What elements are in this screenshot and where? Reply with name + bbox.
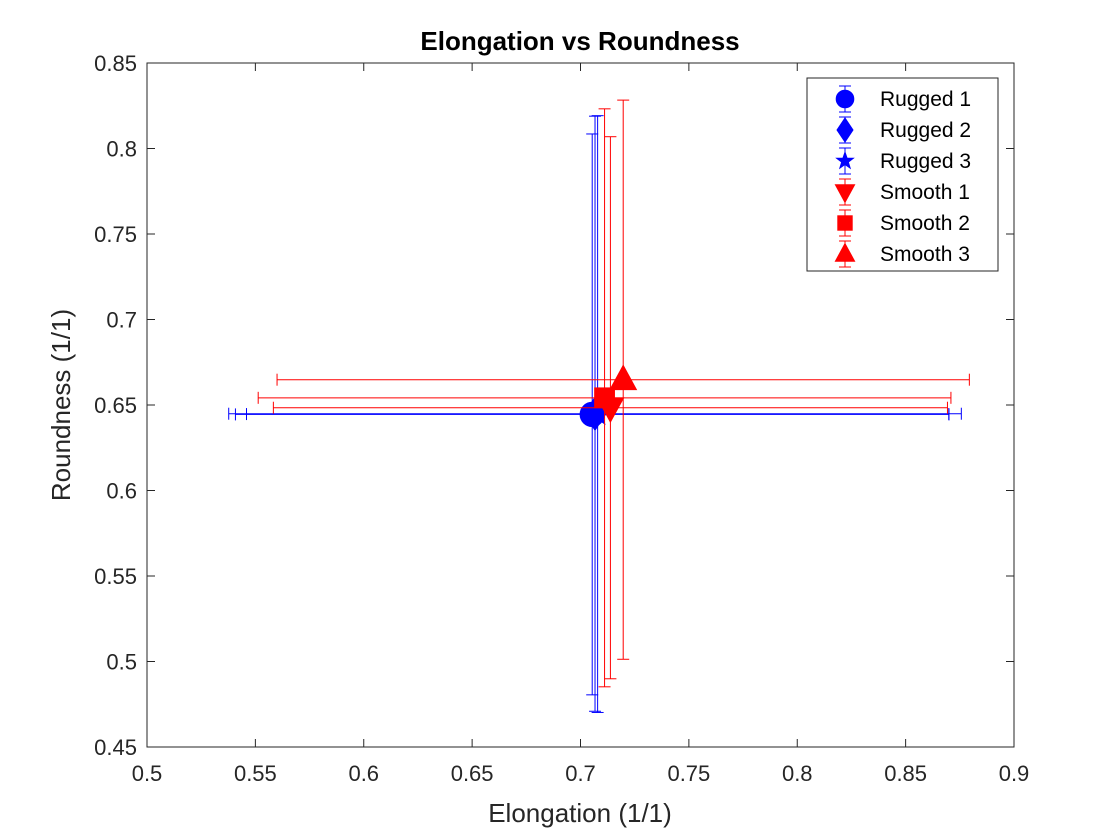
y-tick-label: 0.5 [106,650,137,675]
legend-label: Rugged 3 [880,150,971,173]
data-point-marker [594,387,615,409]
x-tick-label: 0.9 [999,761,1030,786]
series-smooth-2 [257,108,952,688]
x-tick-label: 0.7 [565,761,596,786]
series-layer [228,99,970,713]
legend-marker [834,242,856,262]
y-axis-label: Roundness (1/1) [46,309,76,501]
legend-label: Smooth 3 [880,243,970,266]
legend-marker [834,184,856,204]
x-tick-label: 0.85 [884,761,927,786]
data-point-marker [609,364,638,391]
y-tick-label: 0.45 [94,735,137,760]
legend-label: Rugged 2 [880,119,971,142]
x-tick-label: 0.75 [667,761,710,786]
x-tick-label: 0.8 [782,761,813,786]
legend-label: Smooth 2 [880,212,970,235]
series-smooth-3 [276,99,970,660]
y-tick-label: 0.65 [94,393,137,418]
legend-entry: Smooth 1 [834,178,970,206]
legend-entry: Rugged 2 [836,116,971,144]
legend-entry: Rugged 1 [835,85,971,113]
legend-marker [837,215,853,231]
x-tick-label: 0.55 [234,761,277,786]
x-axis-label: Elongation (1/1) [488,798,672,828]
y-tick-label: 0.55 [94,564,137,589]
y-tick-label: 0.6 [106,479,137,504]
legend-marker [836,117,854,143]
legend-label: Rugged 1 [880,88,971,111]
legend-entry: Rugged 3 [835,147,971,175]
legend-box [806,77,999,272]
y-tick-label: 0.7 [106,308,137,333]
legend: Rugged 1 Rugged 2 Rugged 3 Smooth 1 Smooth 2… [806,77,999,272]
y-tick-label: 0.85 [94,51,137,76]
legend-entry: Smooth 3 [834,240,970,268]
x-tick-label: 0.65 [451,761,494,786]
legend-label: Smooth 1 [880,181,970,204]
y-tick-label: 0.8 [106,137,137,162]
legend-entry: Smooth 2 [837,209,970,237]
legend-marker [835,89,855,109]
x-tick-label: 0.5 [132,761,163,786]
ticks-layer: 0.5 0.55 0.6 0.65 0.7 0.75 0.8 0.85 0.90.450.50.… [94,51,1029,786]
legend-marker [835,150,855,170]
x-tick-label: 0.6 [348,761,379,786]
y-tick-label: 0.75 [94,222,137,247]
chart-title: Elongation vs Roundness [420,26,739,56]
